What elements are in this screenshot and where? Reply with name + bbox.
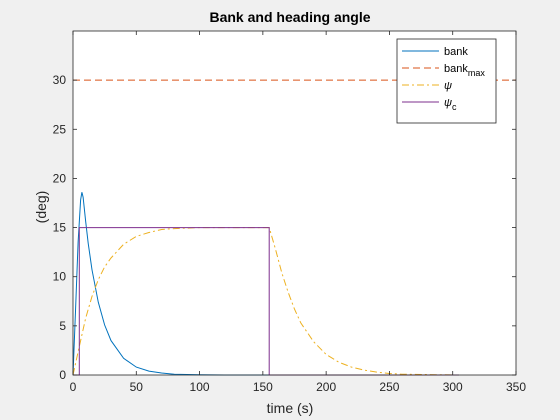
chart-title: Bank and heading angle — [209, 9, 370, 25]
y-tick-label: 10 — [53, 270, 67, 284]
y-axis-label: (deg) — [33, 191, 49, 224]
x-tick-label: 250 — [379, 380, 399, 394]
legend-label-psi: ψ — [444, 80, 452, 92]
y-tick-label: 20 — [53, 171, 67, 185]
x-tick-label: 150 — [253, 380, 273, 394]
legend-box — [396, 38, 497, 124]
x-tick-label: 100 — [190, 380, 210, 394]
y-tick-label: 5 — [59, 319, 66, 333]
legend: bank bankmax ψ ψc — [396, 38, 497, 124]
y-tick-label: 30 — [53, 73, 67, 87]
legend-label-psi-c: ψc — [444, 97, 457, 112]
x-tick-label: 0 — [70, 380, 77, 394]
legend-label-bank-max: bankmax — [444, 63, 485, 78]
y-tick-label: 15 — [53, 221, 67, 235]
x-tick-label: 200 — [316, 380, 336, 394]
x-tick-label: 350 — [506, 380, 526, 394]
legend-label-bank: bank — [444, 46, 468, 58]
x-axis-label: time (s) — [267, 400, 314, 416]
x-tick-label: 50 — [130, 380, 144, 394]
x-tick-label: 300 — [443, 380, 463, 394]
y-tick-label: 25 — [53, 122, 67, 136]
y-tick-label: 0 — [59, 368, 66, 382]
axes-box — [72, 30, 517, 376]
ticks-layer: 0 50 100 150 200 250 300 350 0 5 10 15 20 25 30 — [53, 31, 526, 394]
